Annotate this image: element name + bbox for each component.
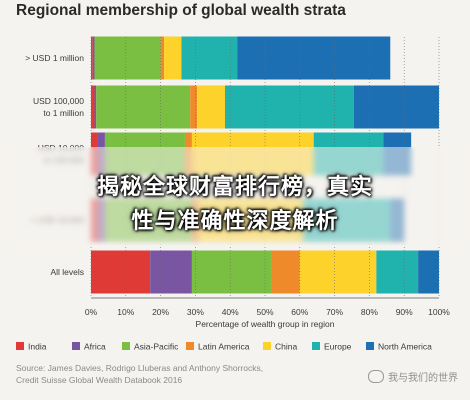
x-tick-label: 30% [187, 307, 204, 317]
bar-segment [299, 250, 377, 294]
bar-segment [92, 36, 95, 80]
x-tick-label: 90% [396, 307, 413, 317]
category-label: USD 100,000 [33, 96, 84, 106]
source-line-1: Source: James Davies, Rodrigo Lluberas a… [16, 363, 264, 373]
bar-segment [190, 85, 198, 129]
bar-segment [224, 85, 354, 129]
bar-segment [164, 36, 182, 80]
legend-swatch [16, 342, 24, 350]
category-label: > USD 1 million [25, 53, 84, 63]
legend-swatch [366, 342, 374, 350]
source-note: Source: James Davies, Rodrigo Lluberas a… [16, 362, 263, 386]
bar-segment [271, 250, 300, 294]
source-line-2: Credit Suisse Global Wealth Databook 201… [16, 375, 183, 385]
bar-segment [181, 36, 238, 80]
banner-headline-line-1: 揭秘全球财富排行榜，真实 [96, 175, 373, 200]
x-tick-label: 0% [85, 307, 98, 317]
legend-swatch [312, 342, 320, 350]
category-label: All levels [50, 267, 84, 277]
legend-label: Asia-Pacific [134, 342, 179, 352]
legend-swatch [186, 342, 194, 350]
bar-segment [353, 85, 439, 129]
x-tick-label: 10% [117, 307, 134, 317]
bar-segment [91, 85, 95, 129]
x-tick-label: 70% [326, 307, 343, 317]
bar-segment [237, 36, 391, 80]
legend-label: North America [378, 342, 432, 352]
bar-segment [160, 36, 165, 80]
legend-label: India [28, 342, 47, 352]
bar-segment [376, 250, 419, 294]
x-tick-label: 100% [428, 307, 450, 317]
bar-segment [197, 85, 225, 129]
bar-segment [418, 250, 439, 294]
bar-segment [96, 85, 191, 129]
category-label: to 1 million [43, 108, 84, 118]
x-tick-label: 20% [152, 307, 169, 317]
legend-label: Africa [84, 342, 106, 352]
watermark-text: 我与我们的世界 [388, 373, 458, 384]
x-tick-label: 60% [291, 307, 308, 317]
bar-segment [91, 250, 151, 294]
blur-banner [0, 147, 470, 245]
legend-label: Latin America [198, 342, 250, 352]
chart-title: Regional membership of global wealth str… [16, 2, 346, 19]
bar-segment [94, 36, 161, 80]
x-axis-label: Percentage of wealth group in region [196, 319, 335, 329]
banner-headline-line-2: 性与准确性深度解析 [131, 209, 339, 234]
bar-segment [94, 85, 97, 129]
bar-segment [191, 250, 272, 294]
x-tick-label: 50% [256, 307, 273, 317]
bar-segment [150, 250, 192, 294]
legend-swatch [72, 342, 80, 350]
x-tick-label: 80% [361, 307, 378, 317]
watermark: 我与我们的世界 [368, 369, 458, 384]
legend-swatch [122, 342, 130, 350]
wechat-icon [368, 370, 384, 383]
legend-label: China [275, 342, 297, 352]
x-tick-label: 40% [222, 307, 239, 317]
legend-label: Europe [324, 342, 352, 352]
bar-segment [91, 36, 93, 80]
legend-swatch [263, 342, 271, 350]
